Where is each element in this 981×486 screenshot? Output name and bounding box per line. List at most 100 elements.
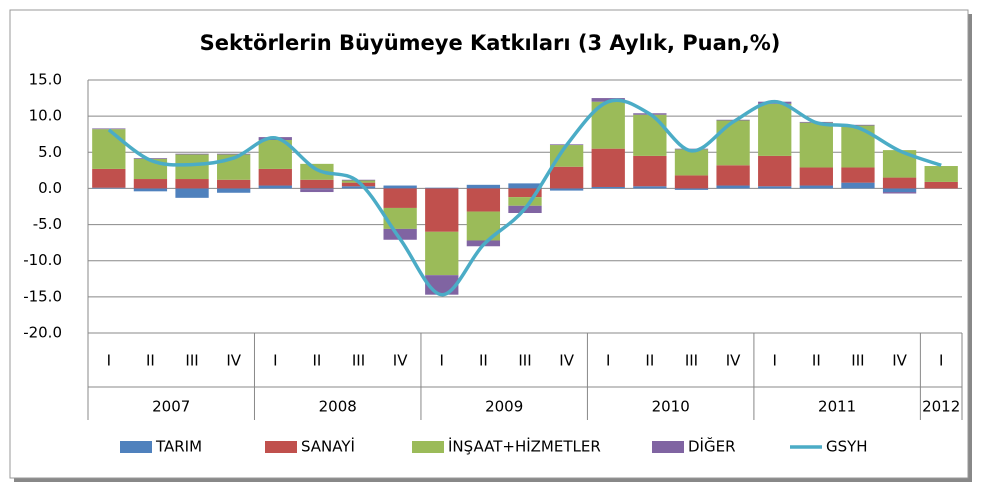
legend-label: İNŞAAT+HİZMETLER [448,437,601,456]
bar-segment [300,188,334,190]
bar-segment [549,188,584,191]
x-tick-label: I [273,352,277,370]
bar-segment [799,167,833,186]
bar-segment [383,228,417,240]
y-tick-label: 10.0 [29,107,62,125]
bar-segment [300,189,334,193]
x-tick-label: II [645,352,654,370]
legend-label: TARIM [155,438,202,456]
bar-segment [175,154,209,180]
bar-segment [175,188,209,198]
bar-segment [383,188,417,208]
bar-segment [175,153,209,155]
bar-segment [799,185,833,189]
x-tick-label: II [312,352,321,370]
year-label: 2007 [152,398,190,416]
x-tick-label: III [352,352,365,370]
bar-segment [633,186,667,189]
y-tick-label: 0.0 [38,179,62,197]
bar-segment [758,103,792,156]
bar-segment [799,122,833,168]
bar-segment [591,186,625,189]
bar-segment [508,197,542,206]
bar-segment [258,185,292,189]
x-tick-label: II [812,352,821,370]
bar-segment [924,166,958,182]
bar-segment [633,114,667,156]
y-tick-label: -15.0 [23,287,62,305]
bar-segment [549,145,584,167]
x-tick-label: IV [226,352,241,370]
bar-segment [466,184,501,189]
legend-swatch [265,441,297,453]
x-tick-label: I [772,352,776,370]
bar-segment [882,192,917,194]
bar-segment [758,186,792,189]
x-tick-label: IV [559,352,574,370]
bar-segment [383,207,417,229]
bar-segment [924,181,958,189]
bar-segment [882,177,917,189]
year-label: 2011 [818,398,856,416]
bar-segment [300,179,334,189]
bar-segment [300,163,334,180]
bar-segment [341,186,376,189]
y-tick-label: 15.0 [29,71,62,89]
bar-segment [92,168,126,188]
bar-segment [716,185,750,189]
bar-segment [133,179,168,189]
bar-segment [175,179,209,189]
x-tick-label: III [185,352,198,370]
bar-segment [341,182,376,187]
x-tick-label: II [479,352,488,370]
x-tick-label: III [518,352,531,370]
bar-segment [758,155,792,187]
bar-segment [882,188,917,193]
x-tick-label: I [440,352,444,370]
bar-segment [92,187,126,189]
x-tick-label: I [107,352,111,370]
bar-segment [674,148,709,150]
y-tick-label: -10.0 [23,251,62,269]
x-tick-label: I [939,352,943,370]
bar-segment [425,187,459,189]
x-tick-label: I [606,352,610,370]
y-tick-label: 5.0 [38,143,62,161]
legend-label: GSYH [826,438,868,456]
x-tick-label: IV [393,352,408,370]
legend-swatch [652,441,684,453]
bar-segment [716,165,750,186]
bar-segment [508,188,542,198]
bar-segment [383,185,417,189]
bar-segment [674,188,709,190]
legend-swatch [120,441,152,453]
y-tick-label: -5.0 [33,215,62,233]
x-tick-label: IV [892,352,907,370]
legend-label: DİĞER [688,437,736,456]
bar-segment [549,166,584,189]
bar-segment [674,175,709,189]
x-tick-label: II [146,352,155,370]
bar-segment [92,129,126,169]
x-tick-label: III [851,352,864,370]
year-label: 2010 [652,398,690,416]
year-label: 2008 [319,398,357,416]
bar-segment [508,183,542,189]
bar-segment [716,120,750,166]
bar-segment [841,124,875,126]
chart-title: Sektörlerin Büyümeye Katkıları (3 Aylık,… [200,31,781,55]
bar-segment [591,148,625,187]
line-series [107,98,942,297]
legend-label: SANAYİ [301,437,355,456]
bar-segment [425,188,459,232]
bar-segment [466,188,501,212]
x-tick-label: III [685,352,698,370]
bar-segment [217,179,251,189]
year-label: 2009 [485,398,523,416]
bar-segment [841,167,875,183]
bar-segment [133,188,168,192]
bar-segment [92,128,126,130]
legend-swatch [412,441,444,453]
year-label: 2012 [922,398,960,416]
